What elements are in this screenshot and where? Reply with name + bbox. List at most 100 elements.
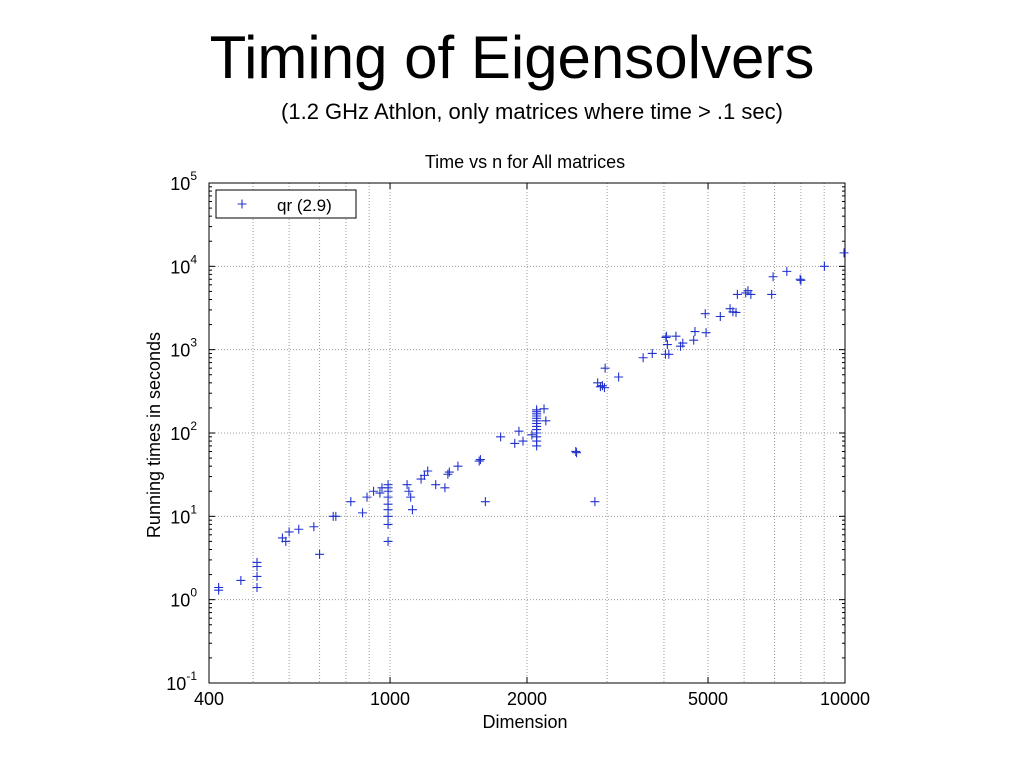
data-point	[214, 582, 224, 592]
data-point	[746, 289, 756, 299]
data-point	[614, 372, 624, 382]
data-point	[362, 492, 372, 502]
chart-title: Time vs n for All matrices	[425, 152, 625, 172]
legend-plus-marker	[237, 199, 247, 209]
data-point	[701, 328, 711, 338]
x-tick-label: 400	[194, 689, 224, 709]
data-point	[315, 549, 325, 559]
data-point	[539, 404, 549, 414]
y-tick-exponent: 1	[190, 502, 197, 516]
x-tick-label: 5000	[688, 689, 728, 709]
data-point	[767, 289, 777, 299]
data-point	[638, 353, 648, 363]
data-point	[383, 519, 393, 529]
legend: qr (2.9)	[215, 189, 357, 219]
data-point	[819, 261, 829, 271]
data-point	[571, 446, 581, 456]
y-tick-base: 10	[170, 341, 190, 361]
data-point	[795, 274, 805, 284]
data-point	[252, 557, 262, 567]
y-tick-label: 103	[170, 336, 197, 361]
y-tick-label: 100	[170, 586, 197, 611]
data-point	[590, 497, 600, 507]
slide-subtitle: (1.2 GHz Athlon, only matrices where tim…	[281, 99, 783, 124]
data-point	[443, 469, 453, 479]
data-point	[496, 432, 506, 442]
y-tick-base: 10	[170, 507, 190, 527]
data-point	[431, 480, 441, 490]
data-point	[281, 536, 291, 546]
data-point	[383, 536, 393, 546]
data-point	[664, 349, 674, 359]
y-tick-base: 10	[170, 424, 190, 444]
data-point	[406, 492, 416, 502]
data-point	[444, 467, 454, 477]
data-point	[423, 466, 433, 476]
x-tick-label: 1000	[370, 689, 410, 709]
data-point	[309, 522, 319, 532]
data-point	[407, 505, 417, 515]
y-tick-exponent: 3	[190, 336, 197, 350]
data-point	[732, 289, 742, 299]
data-point	[671, 331, 681, 341]
x-axis-label: Dimension	[482, 712, 567, 732]
data-point	[700, 309, 710, 319]
data-point	[782, 266, 792, 276]
data-point	[346, 497, 356, 507]
y-tick-label: 101	[170, 502, 197, 527]
y-tick-exponent: 2	[190, 419, 197, 433]
x-tick-label: 2000	[507, 689, 547, 709]
data-point	[453, 461, 463, 471]
data-point	[768, 272, 778, 282]
y-tick-label: 104	[170, 252, 197, 277]
y-tick-base: 10	[170, 174, 190, 194]
y-tick-label: 105	[170, 169, 197, 194]
data-point	[518, 436, 528, 446]
legend-marker-icon	[237, 199, 247, 209]
data-point	[236, 575, 246, 585]
y-tick-base: 10	[170, 257, 190, 277]
data-point	[741, 288, 751, 298]
data-point	[600, 363, 610, 373]
data-point	[839, 248, 849, 258]
data-point	[404, 486, 414, 496]
data-point	[541, 416, 551, 426]
data-point	[475, 455, 485, 465]
data-point	[662, 340, 672, 350]
slide-title: Timing of Eigensolvers	[209, 24, 815, 91]
data-point	[383, 511, 393, 521]
y-tick-base: 10	[170, 591, 190, 611]
data-point	[369, 486, 379, 496]
data-point	[572, 448, 582, 458]
data-point	[661, 331, 671, 341]
y-tick-label: 10-1	[166, 669, 197, 694]
data-point	[690, 327, 700, 337]
grid	[209, 183, 845, 683]
data-points	[214, 248, 849, 595]
y-tick-exponent: 4	[190, 252, 197, 266]
data-point	[678, 338, 688, 348]
data-point	[731, 307, 741, 317]
y-axis-label: Running times in seconds	[144, 332, 164, 538]
y-tick-exponent: 5	[190, 169, 197, 183]
data-point	[474, 456, 484, 466]
x-axis: 400 1000 2000 5000 10000	[194, 183, 870, 709]
data-point	[440, 483, 450, 493]
data-point	[595, 382, 605, 392]
data-point	[796, 275, 806, 285]
y-tick-exponent: 0	[190, 586, 197, 600]
y-tick-label: 102	[170, 419, 197, 444]
data-point	[689, 335, 699, 345]
data-point	[480, 497, 490, 507]
data-point	[514, 426, 524, 436]
y-tick-exponent: -1	[186, 669, 197, 683]
x-tick-label: 10000	[820, 689, 870, 709]
data-point	[375, 488, 385, 498]
data-point	[527, 430, 537, 440]
data-point	[331, 511, 341, 521]
data-point	[599, 383, 609, 393]
data-point	[294, 524, 304, 534]
data-point	[358, 508, 368, 518]
